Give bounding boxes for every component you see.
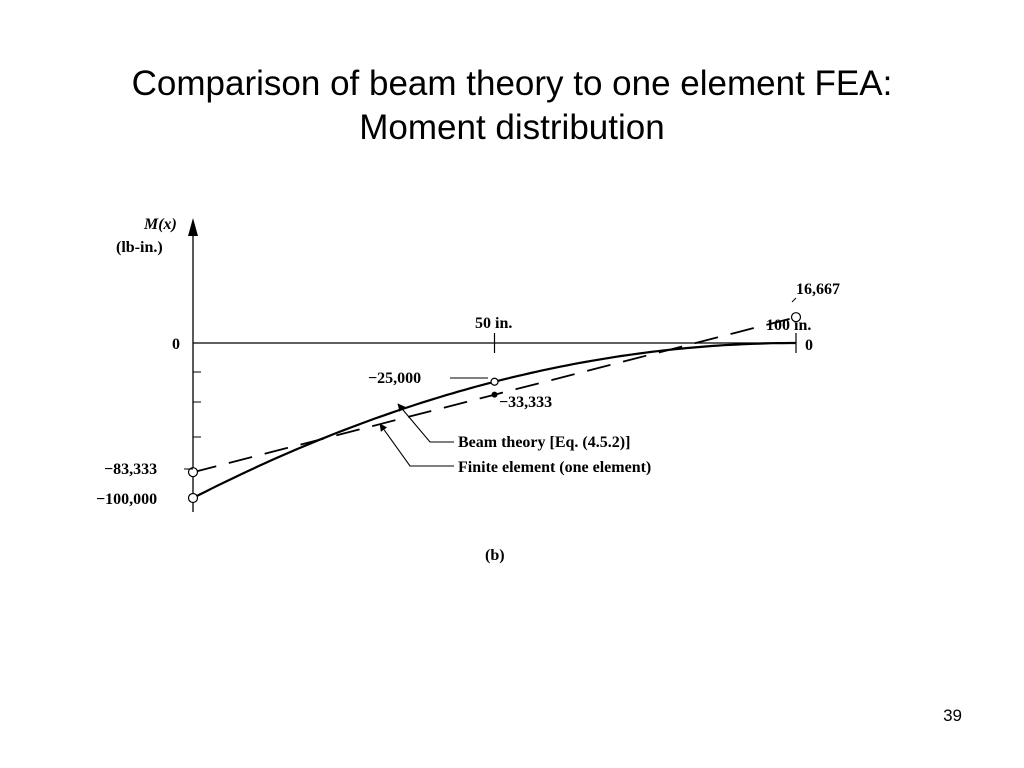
legend-leader-beam-theory [397,403,454,443]
annotation-neg-25000: −25,000 [368,370,421,387]
slide-title-line-2: Moment distribution [359,108,665,147]
legend-finite-element: Finite element (one element) [458,459,651,476]
x-end-zero-label: 0 [805,337,813,354]
legend-beam-theory: Beam theory [Eq. (4.5.2)] [458,434,630,451]
y-axis-ticks [193,371,201,438]
annotation-16667: 16,667 [796,281,840,298]
marker-neg-83333 [187,467,199,478]
slide-title-line-1: Comparison of beam theory to one element… [131,64,893,103]
y-axis-label-line-1: M(x) [143,216,177,233]
marker-neg-33333 [491,391,498,398]
slide-title: Comparison of beam theory to one element… [0,62,1024,150]
annotation-neg-33333: −33,333 [499,394,552,411]
x-tick-label-50: 50 in. [475,315,512,332]
y-axis-label-line-2: (lb-in.) [116,239,163,256]
marker-neg-25000 [490,377,499,386]
legend-leader-finite-element [379,423,454,467]
figure-caption: (b) [485,547,505,564]
y-axis-arrow-icon [188,218,198,236]
annotation-neg-100000: −100,000 [96,491,157,508]
marker-neg-100000 [187,492,199,504]
y-zero-label: 0 [172,336,180,353]
annotation-16667-leader [791,297,797,303]
annotation-neg-83333: −83,333 [104,461,157,478]
page-number: 39 [943,706,962,725]
marker-16667 [790,312,802,323]
